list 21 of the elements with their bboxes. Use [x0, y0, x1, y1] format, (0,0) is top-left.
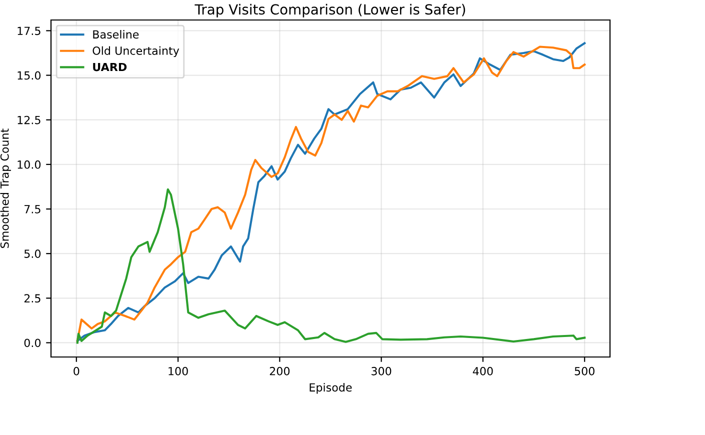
- y-axis-title: Smoothed Trap Count: [0, 128, 11, 248]
- y-tick-label: 5.0: [24, 250, 41, 258]
- line-series: [76, 188, 586, 344]
- y-tick-label: 7.5: [24, 205, 40, 214]
- legend-label: Old Uncertainty: [92, 46, 180, 58]
- legend-label: UARD: [93, 62, 127, 72]
- x-tick-label: 100: [168, 366, 188, 376]
- y-tick-label: 10.0: [18, 160, 41, 169]
- x-tick-label: 400: [472, 366, 493, 376]
- x-tick-label: 300: [372, 366, 392, 376]
- y-tick-label: 17.5: [18, 26, 40, 36]
- y-tick-label: 2.5: [24, 294, 40, 303]
- chart-title: Trap Visits Comparison (Lower is Safer): [194, 4, 466, 18]
- x-axis-title: Episode: [310, 383, 352, 394]
- y-tick-label: 15.0: [18, 71, 41, 80]
- x-tick-label: 500: [574, 366, 594, 376]
- x-tick-label: 0: [74, 366, 80, 376]
- y-tick-label: 0.0: [24, 338, 41, 348]
- y-tick-label: 12.5: [18, 116, 40, 124]
- x-tick-label: 200: [270, 366, 290, 376]
- legend-label: Baseline: [93, 30, 139, 39]
